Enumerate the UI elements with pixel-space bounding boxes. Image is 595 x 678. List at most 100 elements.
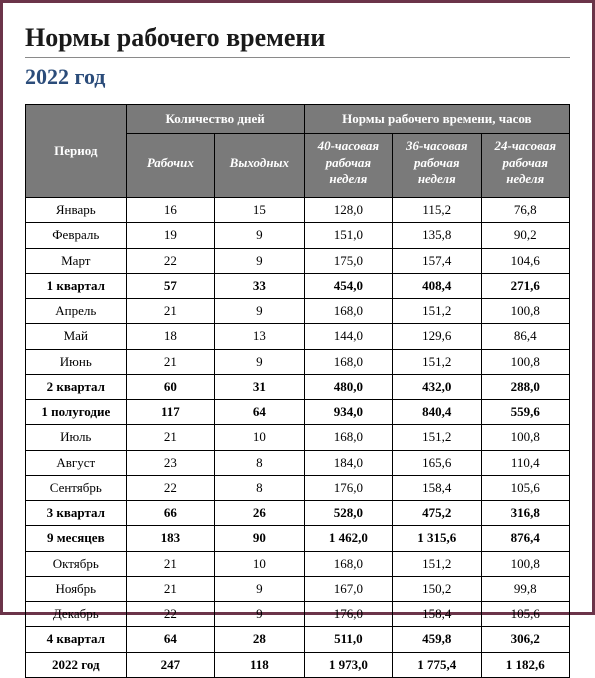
cell-off: 9 bbox=[215, 223, 305, 248]
cell-off: 64 bbox=[215, 400, 305, 425]
cell-off: 118 bbox=[215, 652, 305, 677]
cell-off: 26 bbox=[215, 501, 305, 526]
cell-h24: 876,4 bbox=[481, 526, 569, 551]
cell-h40: 1 973,0 bbox=[304, 652, 392, 677]
cell-h24: 99,8 bbox=[481, 576, 569, 601]
table-body: Январь1615128,0115,276,8Февраль199151,01… bbox=[26, 198, 570, 678]
cell-h24: 105,6 bbox=[481, 475, 569, 500]
cell-h36: 129,6 bbox=[393, 324, 481, 349]
cell-off: 8 bbox=[215, 475, 305, 500]
cell-h36: 151,2 bbox=[393, 299, 481, 324]
cell-work: 21 bbox=[126, 349, 215, 374]
table-row: Март229175,0157,4104,6 bbox=[26, 248, 570, 273]
cell-h36: 158,4 bbox=[393, 602, 481, 627]
cell-off: 33 bbox=[215, 273, 305, 298]
cell-h24: 288,0 bbox=[481, 374, 569, 399]
table-row: Январь1615128,0115,276,8 bbox=[26, 198, 570, 223]
cell-period: Ноябрь bbox=[26, 576, 127, 601]
cell-period: Июнь bbox=[26, 349, 127, 374]
cell-period: Март bbox=[26, 248, 127, 273]
th-hours-group: Нормы рабочего времени, часов bbox=[304, 105, 569, 134]
cell-h36: 475,2 bbox=[393, 501, 481, 526]
cell-period: Январь bbox=[26, 198, 127, 223]
cell-h24: 105,6 bbox=[481, 602, 569, 627]
table-row: Июнь219168,0151,2100,8 bbox=[26, 349, 570, 374]
cell-work: 117 bbox=[126, 400, 215, 425]
cell-h24: 316,8 bbox=[481, 501, 569, 526]
cell-h40: 1 462,0 bbox=[304, 526, 392, 551]
cell-h36: 158,4 bbox=[393, 475, 481, 500]
cell-off: 31 bbox=[215, 374, 305, 399]
cell-h24: 100,8 bbox=[481, 349, 569, 374]
cell-h24: 110,4 bbox=[481, 450, 569, 475]
cell-h36: 1 315,6 bbox=[393, 526, 481, 551]
cell-off: 90 bbox=[215, 526, 305, 551]
cell-work: 21 bbox=[126, 299, 215, 324]
table-row: Июль2110168,0151,2100,8 bbox=[26, 425, 570, 450]
cell-h40: 184,0 bbox=[304, 450, 392, 475]
page-frame: Нормы рабочего времени 2022 год Период К… bbox=[0, 0, 595, 615]
th-h36: 36-часовая рабочая неделя bbox=[393, 134, 481, 198]
page-subtitle: 2022 год bbox=[25, 64, 570, 90]
th-work-days: Рабочих bbox=[126, 134, 215, 198]
cell-off: 9 bbox=[215, 248, 305, 273]
cell-h36: 151,2 bbox=[393, 349, 481, 374]
cell-work: 21 bbox=[126, 576, 215, 601]
table-row: 1 полугодие11764934,0840,4559,6 bbox=[26, 400, 570, 425]
cell-work: 21 bbox=[126, 425, 215, 450]
cell-h36: 408,4 bbox=[393, 273, 481, 298]
working-time-table: Период Количество дней Нормы рабочего вр… bbox=[25, 104, 570, 678]
cell-off: 28 bbox=[215, 627, 305, 652]
cell-h40: 934,0 bbox=[304, 400, 392, 425]
cell-off: 9 bbox=[215, 349, 305, 374]
cell-work: 16 bbox=[126, 198, 215, 223]
cell-h36: 135,8 bbox=[393, 223, 481, 248]
cell-h36: 151,2 bbox=[393, 551, 481, 576]
cell-h36: 157,4 bbox=[393, 248, 481, 273]
cell-off: 15 bbox=[215, 198, 305, 223]
cell-period: 1 полугодие bbox=[26, 400, 127, 425]
cell-period: 4 квартал bbox=[26, 627, 127, 652]
cell-h40: 176,0 bbox=[304, 475, 392, 500]
cell-work: 60 bbox=[126, 374, 215, 399]
table-row: Декабрь229176,0158,4105,6 bbox=[26, 602, 570, 627]
cell-work: 19 bbox=[126, 223, 215, 248]
table-row: Апрель219168,0151,2100,8 bbox=[26, 299, 570, 324]
page-title: Нормы рабочего времени bbox=[25, 23, 570, 58]
th-days-group: Количество дней bbox=[126, 105, 304, 134]
cell-work: 21 bbox=[126, 551, 215, 576]
table-row: Сентябрь228176,0158,4105,6 bbox=[26, 475, 570, 500]
cell-period: Декабрь bbox=[26, 602, 127, 627]
cell-h24: 271,6 bbox=[481, 273, 569, 298]
th-h24: 24-часовая рабочая неделя bbox=[481, 134, 569, 198]
cell-h24: 306,2 bbox=[481, 627, 569, 652]
cell-off: 9 bbox=[215, 299, 305, 324]
table-row: Август238184,0165,6110,4 bbox=[26, 450, 570, 475]
cell-work: 22 bbox=[126, 248, 215, 273]
cell-h24: 100,8 bbox=[481, 299, 569, 324]
cell-h36: 165,6 bbox=[393, 450, 481, 475]
table-row: 2 квартал6031480,0432,0288,0 bbox=[26, 374, 570, 399]
cell-h40: 175,0 bbox=[304, 248, 392, 273]
th-h40: 40-часовая рабочая неделя bbox=[304, 134, 392, 198]
cell-off: 13 bbox=[215, 324, 305, 349]
cell-h40: 454,0 bbox=[304, 273, 392, 298]
th-off-days: Выходных bbox=[215, 134, 305, 198]
table-row: 3 квартал6626528,0475,2316,8 bbox=[26, 501, 570, 526]
cell-work: 23 bbox=[126, 450, 215, 475]
cell-h40: 128,0 bbox=[304, 198, 392, 223]
cell-h24: 1 182,6 bbox=[481, 652, 569, 677]
cell-period: Май bbox=[26, 324, 127, 349]
cell-h24: 86,4 bbox=[481, 324, 569, 349]
cell-h24: 90,2 bbox=[481, 223, 569, 248]
cell-h40: 480,0 bbox=[304, 374, 392, 399]
table-row: 9 месяцев183901 462,01 315,6876,4 bbox=[26, 526, 570, 551]
cell-h24: 76,8 bbox=[481, 198, 569, 223]
cell-work: 183 bbox=[126, 526, 215, 551]
cell-h24: 100,8 bbox=[481, 551, 569, 576]
cell-period: Июль bbox=[26, 425, 127, 450]
cell-period: 3 квартал bbox=[26, 501, 127, 526]
cell-off: 9 bbox=[215, 602, 305, 627]
cell-work: 18 bbox=[126, 324, 215, 349]
cell-work: 64 bbox=[126, 627, 215, 652]
